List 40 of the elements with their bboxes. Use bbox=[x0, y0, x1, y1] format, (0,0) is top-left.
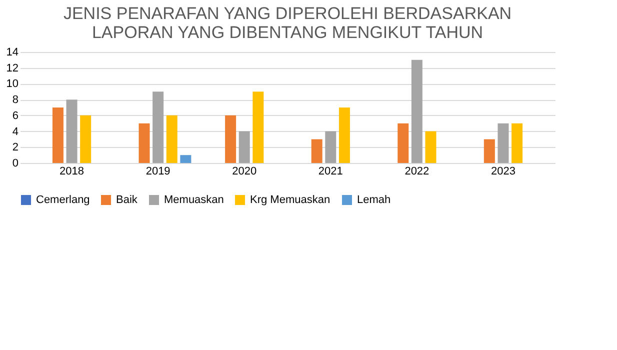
legend-label: Cemerlang bbox=[36, 194, 90, 206]
bar bbox=[52, 108, 64, 163]
x-tick-label: 2019 bbox=[146, 166, 170, 178]
x-tick-label: 2020 bbox=[232, 166, 257, 178]
bar bbox=[398, 123, 409, 163]
bar bbox=[225, 115, 236, 163]
legend-label: Memuaskan bbox=[164, 194, 224, 206]
y-tick-label: 14 bbox=[6, 46, 18, 58]
bar bbox=[252, 92, 264, 163]
x-tick-label: 2023 bbox=[490, 166, 516, 178]
bar bbox=[166, 115, 178, 163]
legend-label: Krg Memuaskan bbox=[250, 194, 330, 206]
y-tick-label: 0 bbox=[12, 158, 18, 170]
bar bbox=[411, 60, 422, 163]
legend-label: Baik bbox=[116, 194, 138, 206]
text: JENIS PENARAFAN YANG DIPEROLEHI BERDASARKAN bbox=[63, 4, 512, 23]
bar bbox=[238, 131, 250, 163]
y-tick-label: 10 bbox=[6, 78, 18, 90]
bar bbox=[425, 131, 436, 163]
x-tick-label: 2022 bbox=[404, 166, 430, 178]
y-tick-label: 12 bbox=[6, 62, 18, 74]
x-tick-label: 2021 bbox=[318, 166, 343, 178]
x-tick-label: 2018 bbox=[60, 166, 84, 178]
bar bbox=[512, 123, 523, 163]
bar bbox=[325, 131, 336, 163]
bar bbox=[66, 100, 78, 163]
text: LAPORAN YANG DIBENTANG MENGIKUT TAHUN bbox=[92, 23, 484, 42]
y-tick-label: 6 bbox=[12, 110, 18, 122]
bar bbox=[311, 139, 322, 163]
legend-label: Lemah bbox=[357, 194, 391, 206]
bar bbox=[138, 123, 150, 163]
bar bbox=[80, 115, 92, 163]
y-tick-label: 2 bbox=[12, 142, 18, 154]
bar bbox=[338, 108, 350, 163]
bar bbox=[152, 92, 164, 163]
y-tick-label: 8 bbox=[12, 94, 18, 106]
y-tick-label: 4 bbox=[12, 126, 18, 138]
bar bbox=[484, 139, 495, 163]
bar bbox=[498, 123, 509, 163]
bar bbox=[180, 155, 192, 163]
